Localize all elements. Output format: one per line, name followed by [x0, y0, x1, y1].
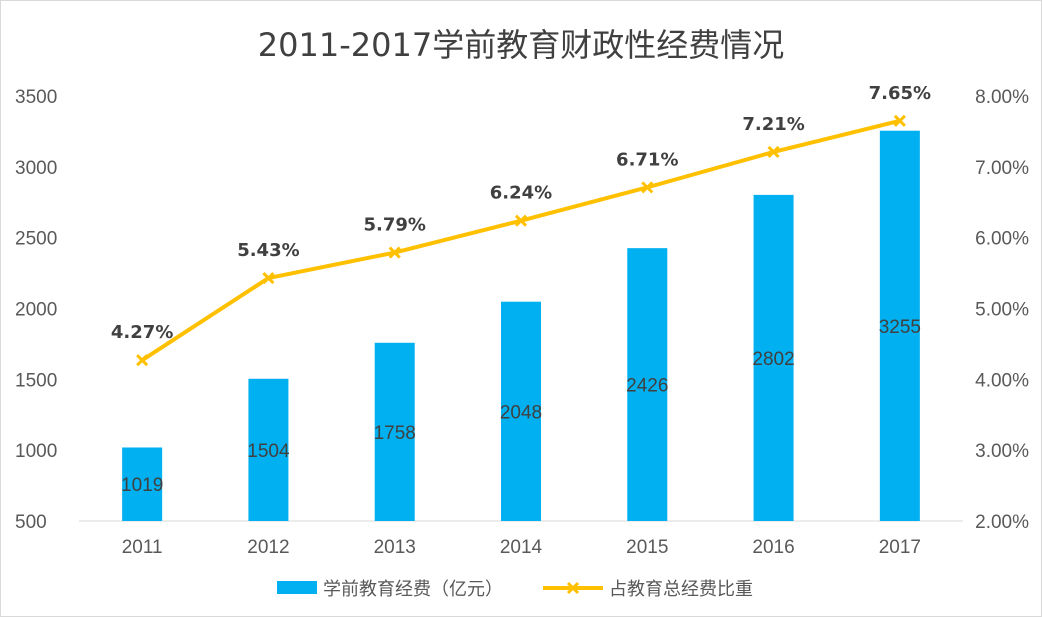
bar-value-label: 3255	[879, 317, 921, 338]
y-left-tick-label: 2000	[15, 300, 57, 321]
y-right-tick-label: 6.00%	[975, 229, 1029, 250]
line-value-label: 6.24%	[490, 183, 552, 204]
line-value-label: 5.79%	[363, 215, 425, 236]
line-point-marker	[767, 145, 780, 159]
y-right-tick-label: 7.00%	[975, 158, 1029, 179]
y-right-tick-label: 5.00%	[975, 300, 1029, 321]
bar-value-label: 2802	[752, 349, 794, 370]
legend-label-line: 占教育总经费比重	[609, 579, 753, 600]
line-value-label: 6.71%	[616, 149, 678, 170]
bar-value-label: 2048	[500, 402, 542, 423]
x-tick-label: 2014	[500, 537, 543, 558]
bar	[627, 248, 668, 521]
y-left-tick-label: 500	[15, 512, 47, 533]
bar	[753, 194, 794, 521]
x-tick-label: 2011	[122, 537, 163, 558]
bar	[879, 130, 920, 522]
line-point-marker	[262, 271, 275, 285]
y-left-tick-label: 3000	[15, 158, 57, 179]
bar	[374, 342, 415, 521]
legend-label-bar: 学前教育经费（亿元）	[323, 579, 503, 600]
line-point-marker	[136, 354, 149, 367]
line-point-marker	[514, 214, 528, 227]
x-tick-label: 2016	[752, 537, 794, 558]
y-left-tick-label: 3500	[15, 87, 57, 108]
chart-title: 2011-2017学前教育财政性经费情况	[258, 26, 784, 64]
legend-marker-x-shape	[566, 581, 580, 595]
bar-value-labels: 1019 1504 1758 2048 2426 2802 3255	[121, 317, 921, 496]
x-tick-label: 2013	[374, 537, 416, 558]
line-point-marker	[893, 114, 906, 127]
bar-series	[122, 130, 920, 522]
y-left-tick-label: 1500	[15, 370, 57, 391]
line-value-label: 7.65%	[869, 83, 931, 104]
bar	[501, 301, 541, 521]
line-value-label: 4.27%	[111, 322, 173, 343]
legend-swatch-bar	[277, 581, 317, 594]
bar	[122, 447, 163, 521]
x-tick-label: 2017	[879, 537, 921, 558]
bar-value-label: 1758	[374, 423, 416, 444]
bar	[248, 378, 289, 521]
line-value-label: 7.21%	[742, 114, 804, 135]
legend-marker-x-icon	[566, 581, 580, 595]
line-point-marker	[388, 246, 401, 259]
y-right-tick-label: 4.00%	[975, 370, 1029, 391]
y-left-tick-label: 1000	[15, 441, 57, 462]
bar-value-label: 1504	[247, 441, 290, 462]
line-point-marker	[641, 181, 654, 194]
x-tick-label: 2012	[247, 537, 289, 558]
line-series	[136, 114, 906, 367]
line-value-labels: 4.27% 5.43% 5.79% 6.24% 6.71% 7.21% 7.65%	[111, 83, 931, 343]
x-tick-label: 2015	[626, 537, 668, 558]
line-value-label: 5.43%	[237, 240, 299, 261]
y-right-tick-label: 3.00%	[975, 441, 1029, 462]
y-right-tick-label: 2.00%	[975, 512, 1029, 533]
y-right-tick-label: 8.00%	[975, 87, 1029, 108]
bar-value-label: 2426	[626, 376, 668, 397]
legend: 学前教育经费（亿元） 占教育总经费比重	[277, 579, 753, 600]
axes: 500 1000 1500 2000 2500 3000 3500 2.00% 3.00% 4.0…	[15, 87, 1029, 558]
bar-value-label: 1019	[121, 475, 163, 496]
y-left-tick-label: 2500	[15, 229, 57, 250]
